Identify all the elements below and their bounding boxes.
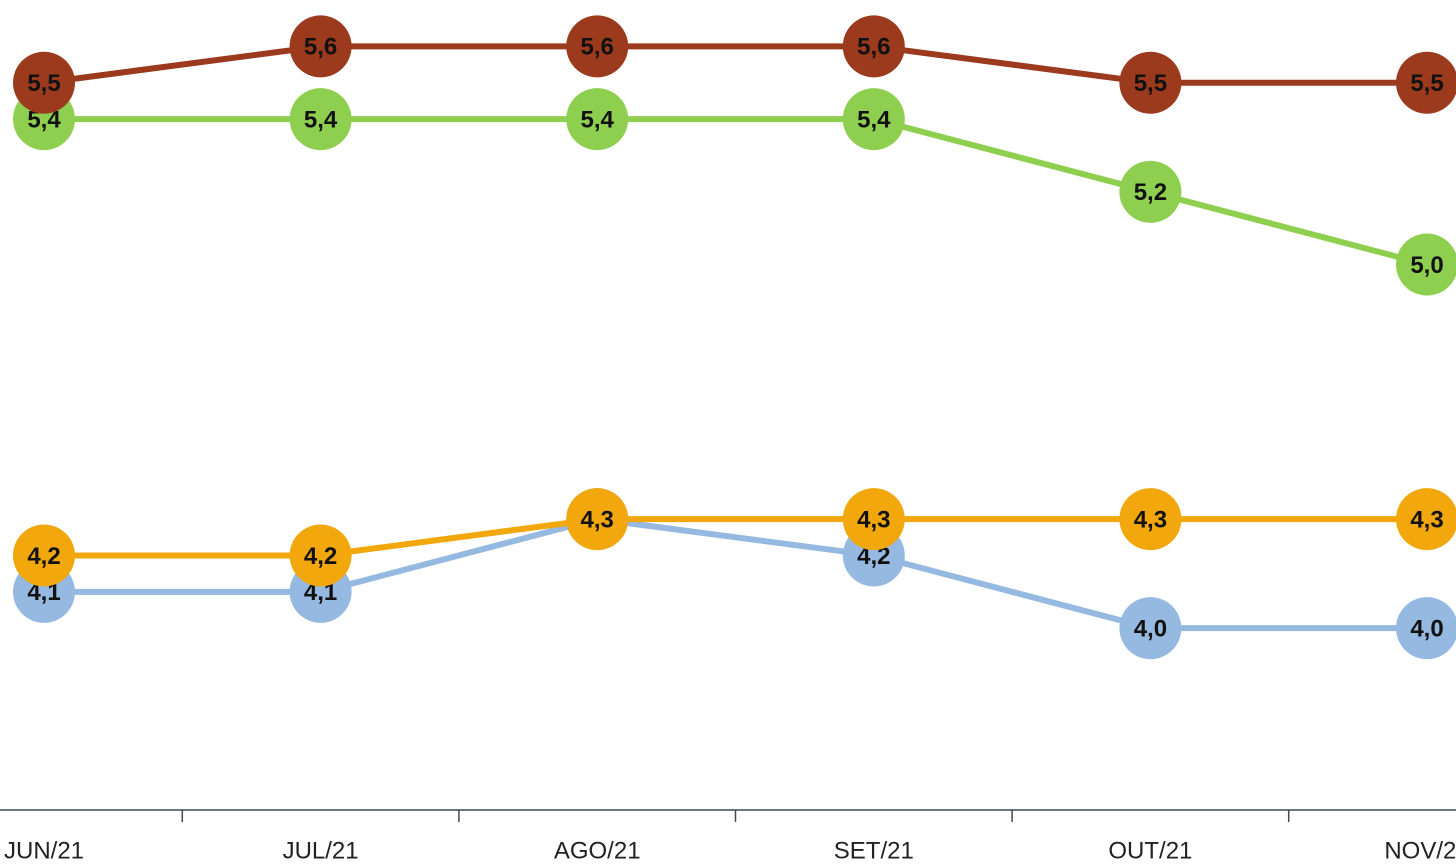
point-marker <box>1119 597 1182 660</box>
data-label: 4,3 <box>581 506 614 533</box>
data-label: 5,5 <box>27 70 60 97</box>
data-label: 4,2 <box>27 543 60 570</box>
point-marker <box>1396 488 1456 551</box>
data-label: 5,6 <box>304 34 337 61</box>
point-marker <box>289 88 352 151</box>
data-label: 5,5 <box>1134 70 1167 97</box>
data-label: 5,6 <box>857 34 890 61</box>
x-tick-label: OUT/21 <box>1108 837 1192 864</box>
x-tick-label: JUL/21 <box>283 837 359 864</box>
data-label: 4,3 <box>1134 506 1167 533</box>
point-marker <box>1396 233 1456 296</box>
point-marker <box>566 488 629 551</box>
point-marker <box>566 15 629 78</box>
data-label: 4,3 <box>1410 506 1443 533</box>
data-label: 4,2 <box>304 543 337 570</box>
series-line <box>44 516 1427 632</box>
series-line <box>44 516 1427 559</box>
data-label: 5,4 <box>581 106 615 133</box>
point-marker <box>289 524 352 587</box>
x-tick-label: JUN/21 <box>4 837 84 864</box>
point-marker <box>13 51 75 114</box>
data-label: 5,2 <box>1134 179 1167 206</box>
point-marker <box>842 88 905 151</box>
series-line <box>44 116 1428 268</box>
x-tick-label: NOV/21 <box>1384 837 1456 864</box>
data-label: 5,4 <box>304 106 338 133</box>
point-marker <box>13 524 75 587</box>
data-label: 4,3 <box>857 506 890 533</box>
point-marker <box>842 488 905 551</box>
data-label: 5,6 <box>581 34 614 61</box>
x-tick-label: SET/21 <box>834 837 914 864</box>
point-marker <box>289 15 352 78</box>
point-marker <box>1396 51 1456 114</box>
data-label: 4,0 <box>1410 616 1443 643</box>
series-line <box>43 43 1427 86</box>
data-label: 5,5 <box>1410 70 1443 97</box>
point-marker <box>1119 488 1182 551</box>
point-marker <box>566 88 629 151</box>
point-marker <box>1119 51 1182 114</box>
point-marker <box>1396 597 1456 660</box>
point-marker <box>842 15 905 78</box>
x-tick-label: AGO/21 <box>554 837 641 864</box>
point-marker <box>1119 160 1182 223</box>
data-label: 5,4 <box>857 106 891 133</box>
data-label: 5,0 <box>1410 252 1443 279</box>
data-label: 4,0 <box>1134 616 1167 643</box>
